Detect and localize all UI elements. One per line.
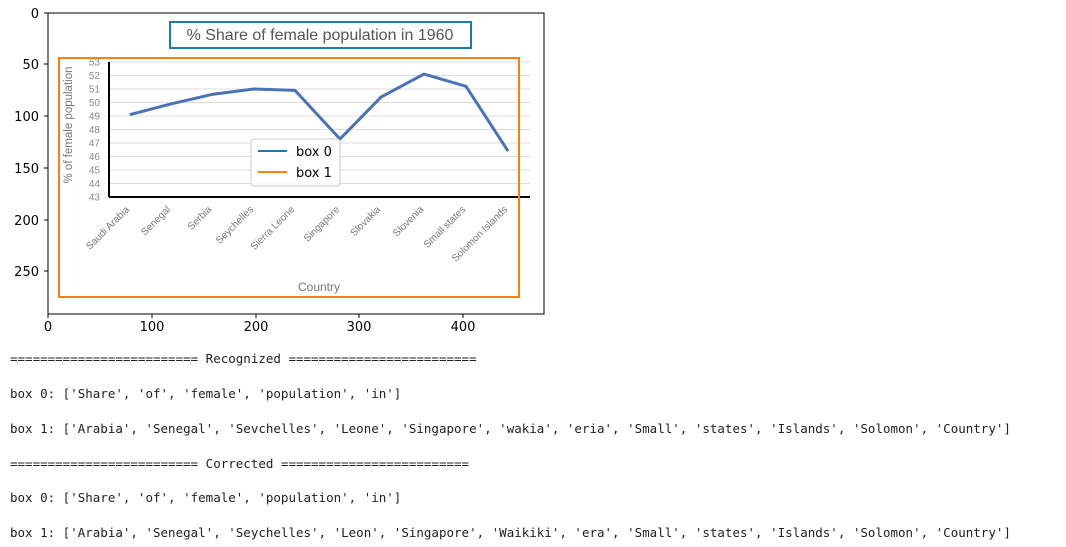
corrected-box1: box 1: ['Arabia', 'Senegal', 'Seychelles… [10, 525, 1011, 540]
chart-y-tick-label: 50 [89, 98, 101, 109]
chart-y-tick-label: 44 [89, 179, 101, 190]
chart-y-axis-label: % of female population [63, 67, 75, 184]
chart-x-axis-label: Country [298, 280, 340, 294]
legend: box 0 box 1 [250, 138, 341, 187]
y-tick-label: 150 [14, 162, 39, 177]
y-tick-label: 0 [31, 7, 39, 22]
x-tick-label: 400 [451, 320, 476, 335]
corrected-header: ========================= Corrected ====… [10, 456, 470, 471]
detection-box-0 [169, 21, 472, 49]
chart-y-tick-label: 49 [89, 112, 101, 123]
chart-y-tick-label: 53 [89, 58, 101, 69]
corrected-box0: box 0: ['Share', 'of', 'female', 'popula… [10, 490, 402, 505]
x-tick-label: 300 [347, 320, 372, 335]
recognized-box1: box 1: ['Arabia', 'Senegal', 'Sevchelles… [10, 421, 1011, 436]
y-tick-label: 100 [14, 110, 39, 125]
chart-title: % Share of female population in 1960 [187, 27, 454, 44]
chart-y-tick-label: 51 [89, 85, 101, 96]
detection-box-1 [58, 57, 520, 298]
y-tick-label: 250 [14, 265, 39, 280]
outer-ticks: 0 100 200 300 400 0 50 100 150 200 250 [14, 7, 475, 335]
y-tick-label: 50 [22, 58, 39, 73]
chart-y-tick-label: 47 [89, 139, 101, 150]
chart-y-tick-labels: 43 44 45 46 47 48 49 50 51 52 53 [89, 58, 101, 204]
y-tick-label: 200 [14, 214, 39, 229]
legend-label-box-0: box 0 [296, 145, 332, 160]
chart-y-tick-label: 52 [89, 71, 101, 82]
chart-y-tick-label: 48 [89, 125, 101, 136]
series-line [129, 72, 510, 152]
recognized-header: ========================= Recognized ===… [10, 351, 477, 366]
chart-y-tick-label: 46 [89, 152, 101, 163]
legend-label-box-1: box 1 [296, 166, 332, 181]
x-tick-label: 100 [140, 320, 165, 335]
x-tick-label: 200 [244, 320, 269, 335]
chart-y-tick-label: 43 [89, 193, 101, 204]
chart-y-tick-label: 45 [89, 166, 101, 177]
recognized-box0: box 0: ['Share', 'of', 'female', 'popula… [10, 386, 402, 401]
x-tick-label: 0 [44, 320, 52, 335]
